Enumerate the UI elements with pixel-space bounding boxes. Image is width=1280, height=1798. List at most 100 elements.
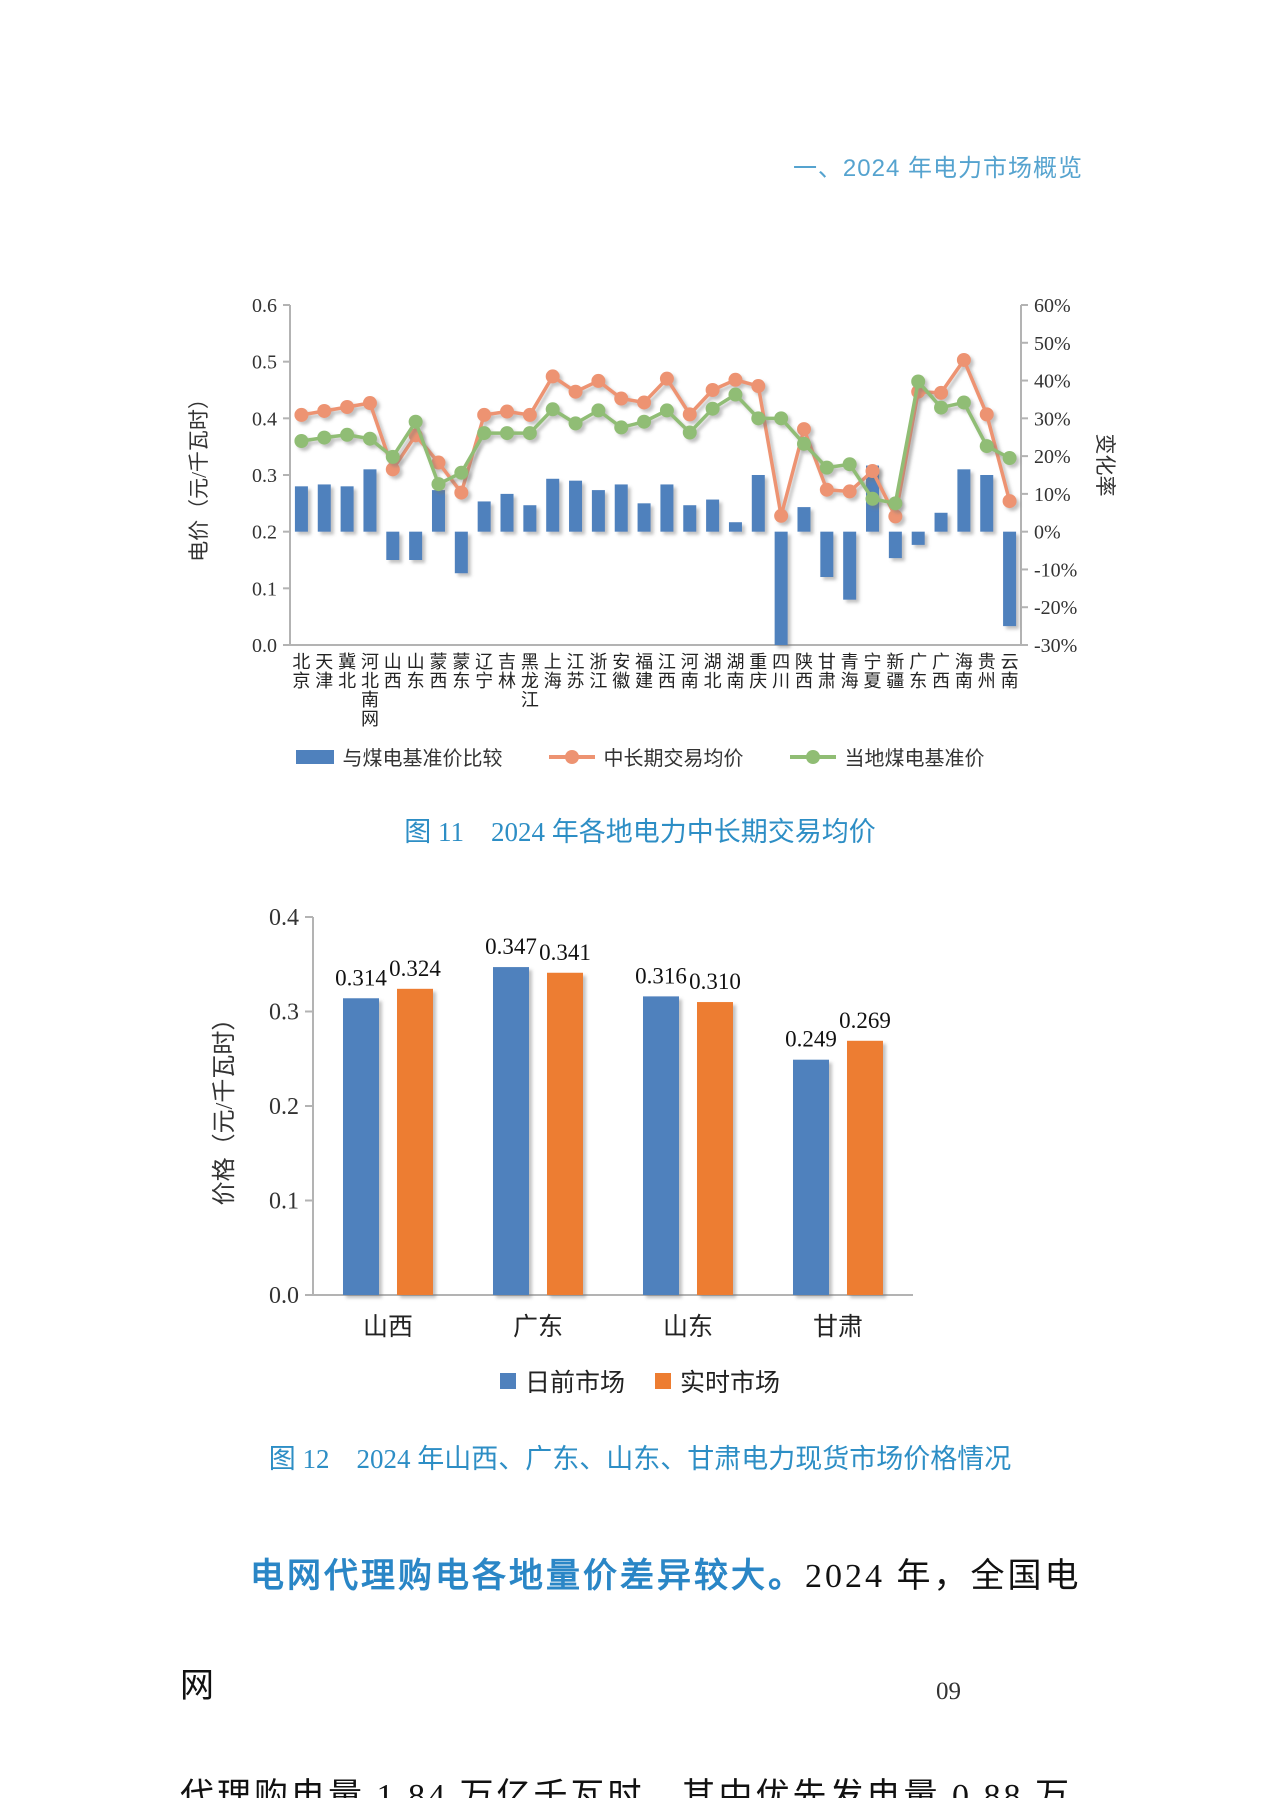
svg-text:东: 东 — [452, 671, 470, 691]
svg-text:南: 南 — [361, 690, 379, 710]
svg-text:青: 青 — [841, 652, 859, 672]
svg-text:北: 北 — [338, 671, 356, 691]
svg-text:价格（元/千瓦时）: 价格（元/千瓦时） — [211, 1007, 238, 1206]
svg-text:0%: 0% — [1034, 522, 1061, 544]
bar-series — [294, 465, 1017, 645]
svg-text:变化率: 变化率 — [1093, 434, 1117, 497]
svg-text:0.4: 0.4 — [252, 408, 277, 430]
legend-item: 与煤电基准价比较 — [295, 742, 503, 771]
svg-text:苏: 苏 — [567, 671, 585, 691]
svg-text:福: 福 — [635, 652, 653, 672]
legend-item: 日前市场 — [499, 1363, 625, 1399]
svg-text:南: 南 — [1001, 671, 1019, 691]
svg-text:0.310: 0.310 — [689, 969, 741, 994]
body-line-1-rest: 2024 年，全国电网 — [180, 1558, 1082, 1705]
svg-text:蒙: 蒙 — [429, 652, 447, 672]
svg-text:海: 海 — [955, 652, 973, 672]
body-line-1: 电网代理购电各地量价差异较大。2024 年，全国电网 — [180, 1522, 1102, 1742]
legend-line-swatch — [789, 749, 836, 764]
svg-text:南: 南 — [955, 671, 973, 691]
legend-label: 中长期交易均价 — [603, 748, 744, 770]
svg-text:0.249: 0.249 — [785, 1027, 837, 1052]
svg-text:北: 北 — [704, 671, 722, 691]
svg-text:宁: 宁 — [475, 671, 493, 691]
svg-text:江: 江 — [589, 671, 607, 691]
svg-text:辽: 辽 — [475, 652, 493, 672]
svg-text:山西: 山西 — [363, 1313, 413, 1341]
svg-text:川: 川 — [772, 671, 790, 691]
svg-text:甘肃: 甘肃 — [813, 1313, 863, 1341]
svg-text:京: 京 — [292, 671, 310, 691]
svg-text:建: 建 — [635, 671, 653, 691]
svg-text:山东: 山东 — [663, 1313, 713, 1341]
legend-item: 中长期交易均价 — [548, 742, 744, 771]
figure12-legend: 日前市场 实时市场 — [140, 1363, 1140, 1399]
svg-text:新: 新 — [886, 652, 904, 672]
svg-text:60%: 60% — [1034, 295, 1071, 317]
svg-text:山: 山 — [407, 652, 425, 672]
page-number: 09 — [936, 1678, 961, 1705]
svg-text:湖: 湖 — [704, 652, 722, 672]
svg-text:龙: 龙 — [521, 671, 539, 691]
svg-text:0.6: 0.6 — [252, 295, 277, 317]
svg-text:贵: 贵 — [978, 652, 996, 672]
figure12-caption: 图 12 2024 年山西、广东、山东、甘肃电力现货市场价格情况 — [268, 1444, 1012, 1474]
svg-text:北: 北 — [361, 671, 379, 691]
figure11-legend: 与煤电基准价比较 中长期交易均价 当地煤电基准价 — [140, 742, 1140, 771]
svg-text:0.2: 0.2 — [269, 1094, 299, 1120]
svg-text:东: 东 — [909, 671, 927, 691]
svg-text:黑: 黑 — [521, 652, 539, 672]
bar-groups — [343, 967, 883, 1295]
svg-text:0.0: 0.0 — [269, 1283, 299, 1309]
legend-label: 实时市场 — [680, 1369, 781, 1397]
legend-label: 当地煤电基准价 — [844, 748, 985, 770]
svg-text:20%: 20% — [1034, 446, 1071, 468]
svg-text:南: 南 — [726, 671, 744, 691]
legend-line-swatch — [548, 749, 595, 764]
svg-text:州: 州 — [978, 671, 996, 691]
svg-text:宁: 宁 — [864, 652, 882, 672]
svg-text:0.0: 0.0 — [252, 635, 277, 657]
svg-text:冀: 冀 — [338, 652, 356, 672]
svg-text:林: 林 — [498, 671, 516, 691]
svg-text:河: 河 — [361, 652, 379, 672]
svg-text:江: 江 — [658, 652, 676, 672]
svg-text:广: 广 — [909, 652, 927, 672]
svg-text:-30%: -30% — [1034, 635, 1077, 657]
svg-text:广东: 广东 — [513, 1313, 563, 1341]
svg-text:0.1: 0.1 — [252, 578, 277, 600]
body-line-2: 代理购电量 1.84 万亿千瓦时，其中优先发电量 0.88 万亿千 — [180, 1778, 1072, 1798]
svg-text:网: 网 — [361, 709, 379, 729]
svg-text:夏: 夏 — [864, 671, 882, 691]
svg-text:0.314: 0.314 — [335, 965, 387, 990]
line-series — [294, 352, 1017, 524]
page-header: 一、2024 年电力市场概览 — [792, 155, 1083, 182]
figure12-bar-chart: 0.0 0.1 0.2 0.3 0.4 价格（元/千瓦时） 0.314 0.324 山西 0.34… — [211, 905, 913, 1341]
svg-text:50%: 50% — [1034, 333, 1071, 355]
svg-text:东: 东 — [407, 671, 425, 691]
svg-text:40%: 40% — [1034, 371, 1071, 393]
svg-text:西: 西 — [658, 671, 676, 691]
svg-text:上: 上 — [544, 652, 562, 672]
svg-text:蒙: 蒙 — [452, 652, 470, 672]
svg-text:0.347: 0.347 — [485, 934, 537, 959]
svg-text:浙: 浙 — [589, 652, 607, 672]
legend-item: 当地煤电基准价 — [789, 742, 985, 771]
figure11-combo-chart: 0.0 0.1 0.2 0.3 0.4 0.5 0.6 -30% -20% -10% 0% 10% 20… — [187, 295, 1117, 729]
svg-text:四: 四 — [772, 652, 790, 672]
svg-text:30%: 30% — [1034, 408, 1071, 430]
svg-text:0.316: 0.316 — [635, 963, 687, 988]
svg-text:疆: 疆 — [886, 671, 904, 691]
svg-text:-10%: -10% — [1034, 559, 1077, 581]
svg-text:0.3: 0.3 — [269, 1000, 299, 1026]
svg-text:南: 南 — [681, 671, 699, 691]
svg-text:0.269: 0.269 — [839, 1008, 891, 1033]
svg-text:0.341: 0.341 — [539, 940, 591, 965]
svg-text:广: 广 — [932, 652, 950, 672]
legend-swatch — [499, 1373, 516, 1389]
svg-text:0.5: 0.5 — [252, 352, 277, 374]
body-lead-sentence: 电网代理购电各地量价差异较大。 — [250, 1558, 805, 1595]
body-paragraph: 电网代理购电各地量价差异较大。2024 年，全国电网 代理购电量 1.84 万亿… — [180, 1522, 1102, 1798]
figure11-caption: 图 11 2024 年各地电力中长期交易均价 — [404, 817, 876, 847]
